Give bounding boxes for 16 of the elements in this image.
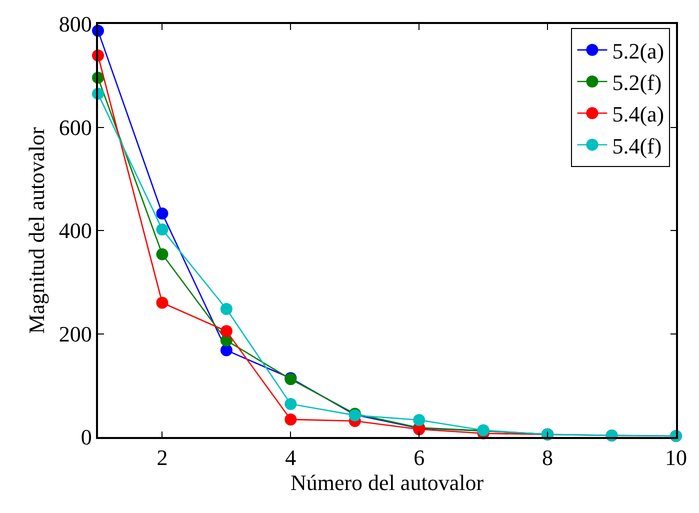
y-tick-label: 400	[58, 218, 92, 244]
x-tick-label: 10	[665, 445, 687, 470]
y-tick-label: 200	[58, 321, 92, 346]
x-axis-title: Número del autovalor	[290, 470, 484, 496]
y-tick-label: 600	[58, 114, 92, 140]
x-tick-label: 8	[542, 445, 554, 470]
legend-label: 5.2(f)	[612, 70, 662, 96]
x-tick-label: 2	[156, 445, 168, 470]
legend-label: 5.4(f)	[612, 133, 662, 158]
legend-label: 5.2(a)	[612, 38, 664, 64]
y-tick-label: 800	[58, 12, 92, 37]
y-tick-label: 0	[80, 424, 92, 450]
legend-label: 5.4(a)	[612, 102, 664, 127]
x-tick-label: 6	[414, 445, 425, 470]
y-axis-title: Magnitud del autovalor	[24, 126, 50, 334]
x-tick-label: 4	[285, 445, 296, 470]
